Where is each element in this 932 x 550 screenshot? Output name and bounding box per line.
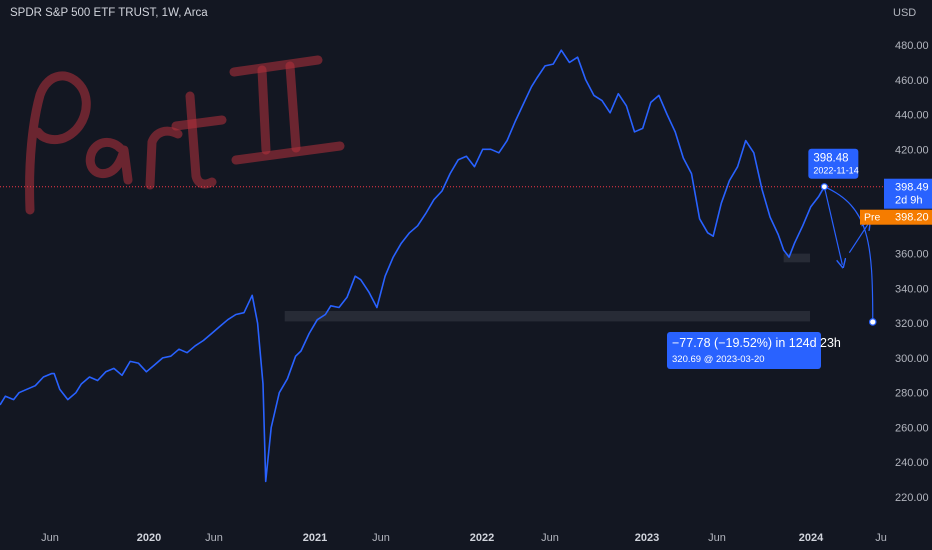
support-zones — [284, 253, 810, 322]
y-tick-label: 420.00 — [895, 144, 929, 156]
x-tick-label: Jun — [41, 532, 59, 544]
x-tick-label: 2020 — [137, 532, 161, 544]
y-tick-label: 220.00 — [895, 492, 929, 504]
x-tick-label: Jun — [708, 532, 726, 544]
chart-title: SPDR S&P 500 ETF TRUST, 1W, Arca — [10, 7, 208, 19]
watermark-part-ii — [25, 55, 345, 215]
x-tick-label: 2024 — [799, 532, 824, 544]
x-axis: Jun 2020 Jun 2021 Jun 2022 Jun 2023 Jun 2024 Ju — [41, 532, 887, 544]
last-price-tag — [884, 178, 932, 209]
currency-label: USD — [893, 7, 916, 19]
y-tick-label: 440.00 — [895, 110, 929, 122]
projection-arrow-down — [823, 186, 842, 265]
x-tick-label: 2022 — [470, 532, 494, 544]
y-axis: 220.00 240.00 260.00 280.00 300.00 320.00 340.… — [895, 40, 929, 504]
y-tick-label: 280.00 — [895, 388, 929, 400]
x-tick-label: 2023 — [635, 532, 659, 544]
x-tick-label: 2021 — [303, 532, 327, 544]
y-tick-label: 480.00 — [895, 40, 929, 52]
last-price-tag-text: 2d 9h — [895, 195, 923, 207]
x-tick-label: Jun — [205, 532, 223, 544]
support-zone-1 — [284, 310, 810, 322]
y-tick-label: 340.00 — [895, 283, 929, 295]
measure-text: −77.78 (−19.52%) in 124d 23h — [672, 336, 841, 350]
premarket-tag — [860, 209, 932, 225]
y-tick-label: 320.00 — [895, 318, 929, 330]
y-tick-label: 360.00 — [895, 249, 929, 261]
x-tick-label: Ju — [875, 532, 887, 544]
projection-arrows — [820, 183, 877, 326]
y-tick-label: 240.00 — [895, 457, 929, 469]
x-tick-label: Jun — [541, 532, 559, 544]
point-callout-value: 398.48 — [813, 153, 848, 165]
price-line — [0, 49, 825, 483]
anchor-point — [820, 183, 828, 191]
point-callout-date: 2022-11-14 — [813, 166, 858, 176]
last-price-tag-text: 398.49 — [895, 182, 929, 194]
y-tick-label: 260.00 — [895, 422, 929, 434]
premarket-tag-label: Pre — [864, 212, 881, 224]
measure-subtext: 320.69 @ 2023-03-20 — [672, 354, 765, 365]
point-callout-box — [808, 148, 859, 179]
measure-curve — [824, 186, 874, 322]
measure-end-point — [868, 318, 877, 326]
y-tick-label: 460.00 — [895, 75, 929, 87]
measure-box — [667, 331, 821, 369]
price-series — [0, 49, 884, 483]
x-tick-label: Jun — [372, 532, 390, 544]
premarket-tag-value: 398.20 — [895, 212, 929, 224]
projection-arrow-up — [848, 224, 868, 254]
y-tick-label: 300.00 — [895, 353, 929, 365]
support-zone-0 — [783, 253, 810, 263]
